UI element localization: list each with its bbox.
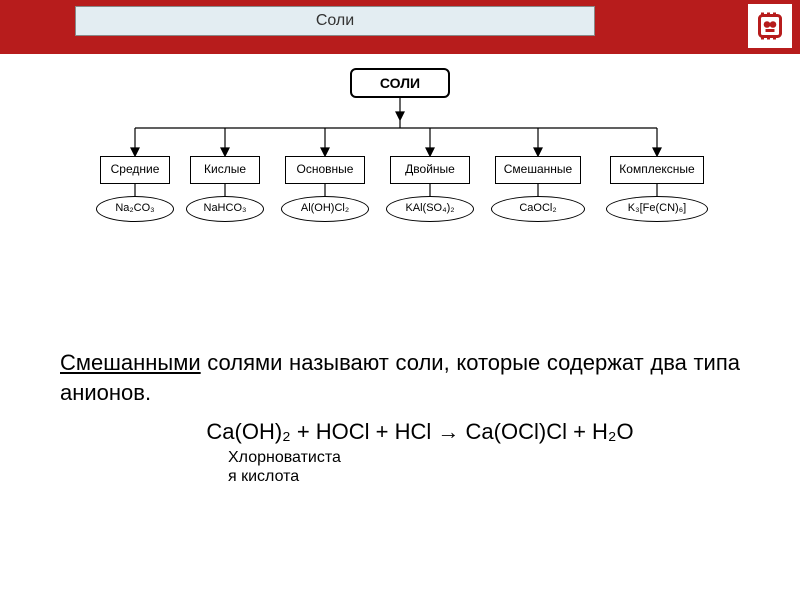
example-oval: Al(OH)Cl₂ — [281, 196, 369, 222]
example-oval: K₃[Fe(CN)₆] — [606, 196, 708, 222]
reaction-equation: Ca(OH)₂ + HOCl + HCl → Ca(OCl)Cl + H₂O — [100, 417, 740, 447]
salts-hierarchy-diagram: СОЛИ Средние Na₂CO₃ Кислые NaHCO₃ Основные Al… — [0, 60, 800, 260]
definition-keyword: Смешанными — [60, 350, 201, 375]
note-line2: я кислота — [228, 468, 299, 485]
category-box: Кислые — [190, 156, 260, 184]
example-oval: KAl(SO₄)₂ — [386, 196, 474, 222]
category-box: Двойные — [390, 156, 470, 184]
header-bar: Соли — [0, 0, 800, 54]
category-box: Средние — [100, 156, 170, 184]
category-box: Основные — [285, 156, 365, 184]
category-box: Смешанные — [495, 156, 581, 184]
diagram-root: СОЛИ — [350, 68, 450, 98]
logo-icon — [748, 4, 792, 48]
category-box: Комплексные — [610, 156, 704, 184]
note-line1: Хлорноватиста — [228, 449, 341, 466]
slide-title: Соли — [75, 6, 595, 36]
example-oval: NaHCO₃ — [186, 196, 264, 222]
example-oval: Na₂CO₃ — [96, 196, 174, 222]
acid-note: Хлорноватиста я кислота — [228, 448, 408, 486]
example-oval: CaOCl₂ — [491, 196, 585, 222]
definition-text: Смешанными солями называют соли, которые… — [60, 348, 740, 447]
